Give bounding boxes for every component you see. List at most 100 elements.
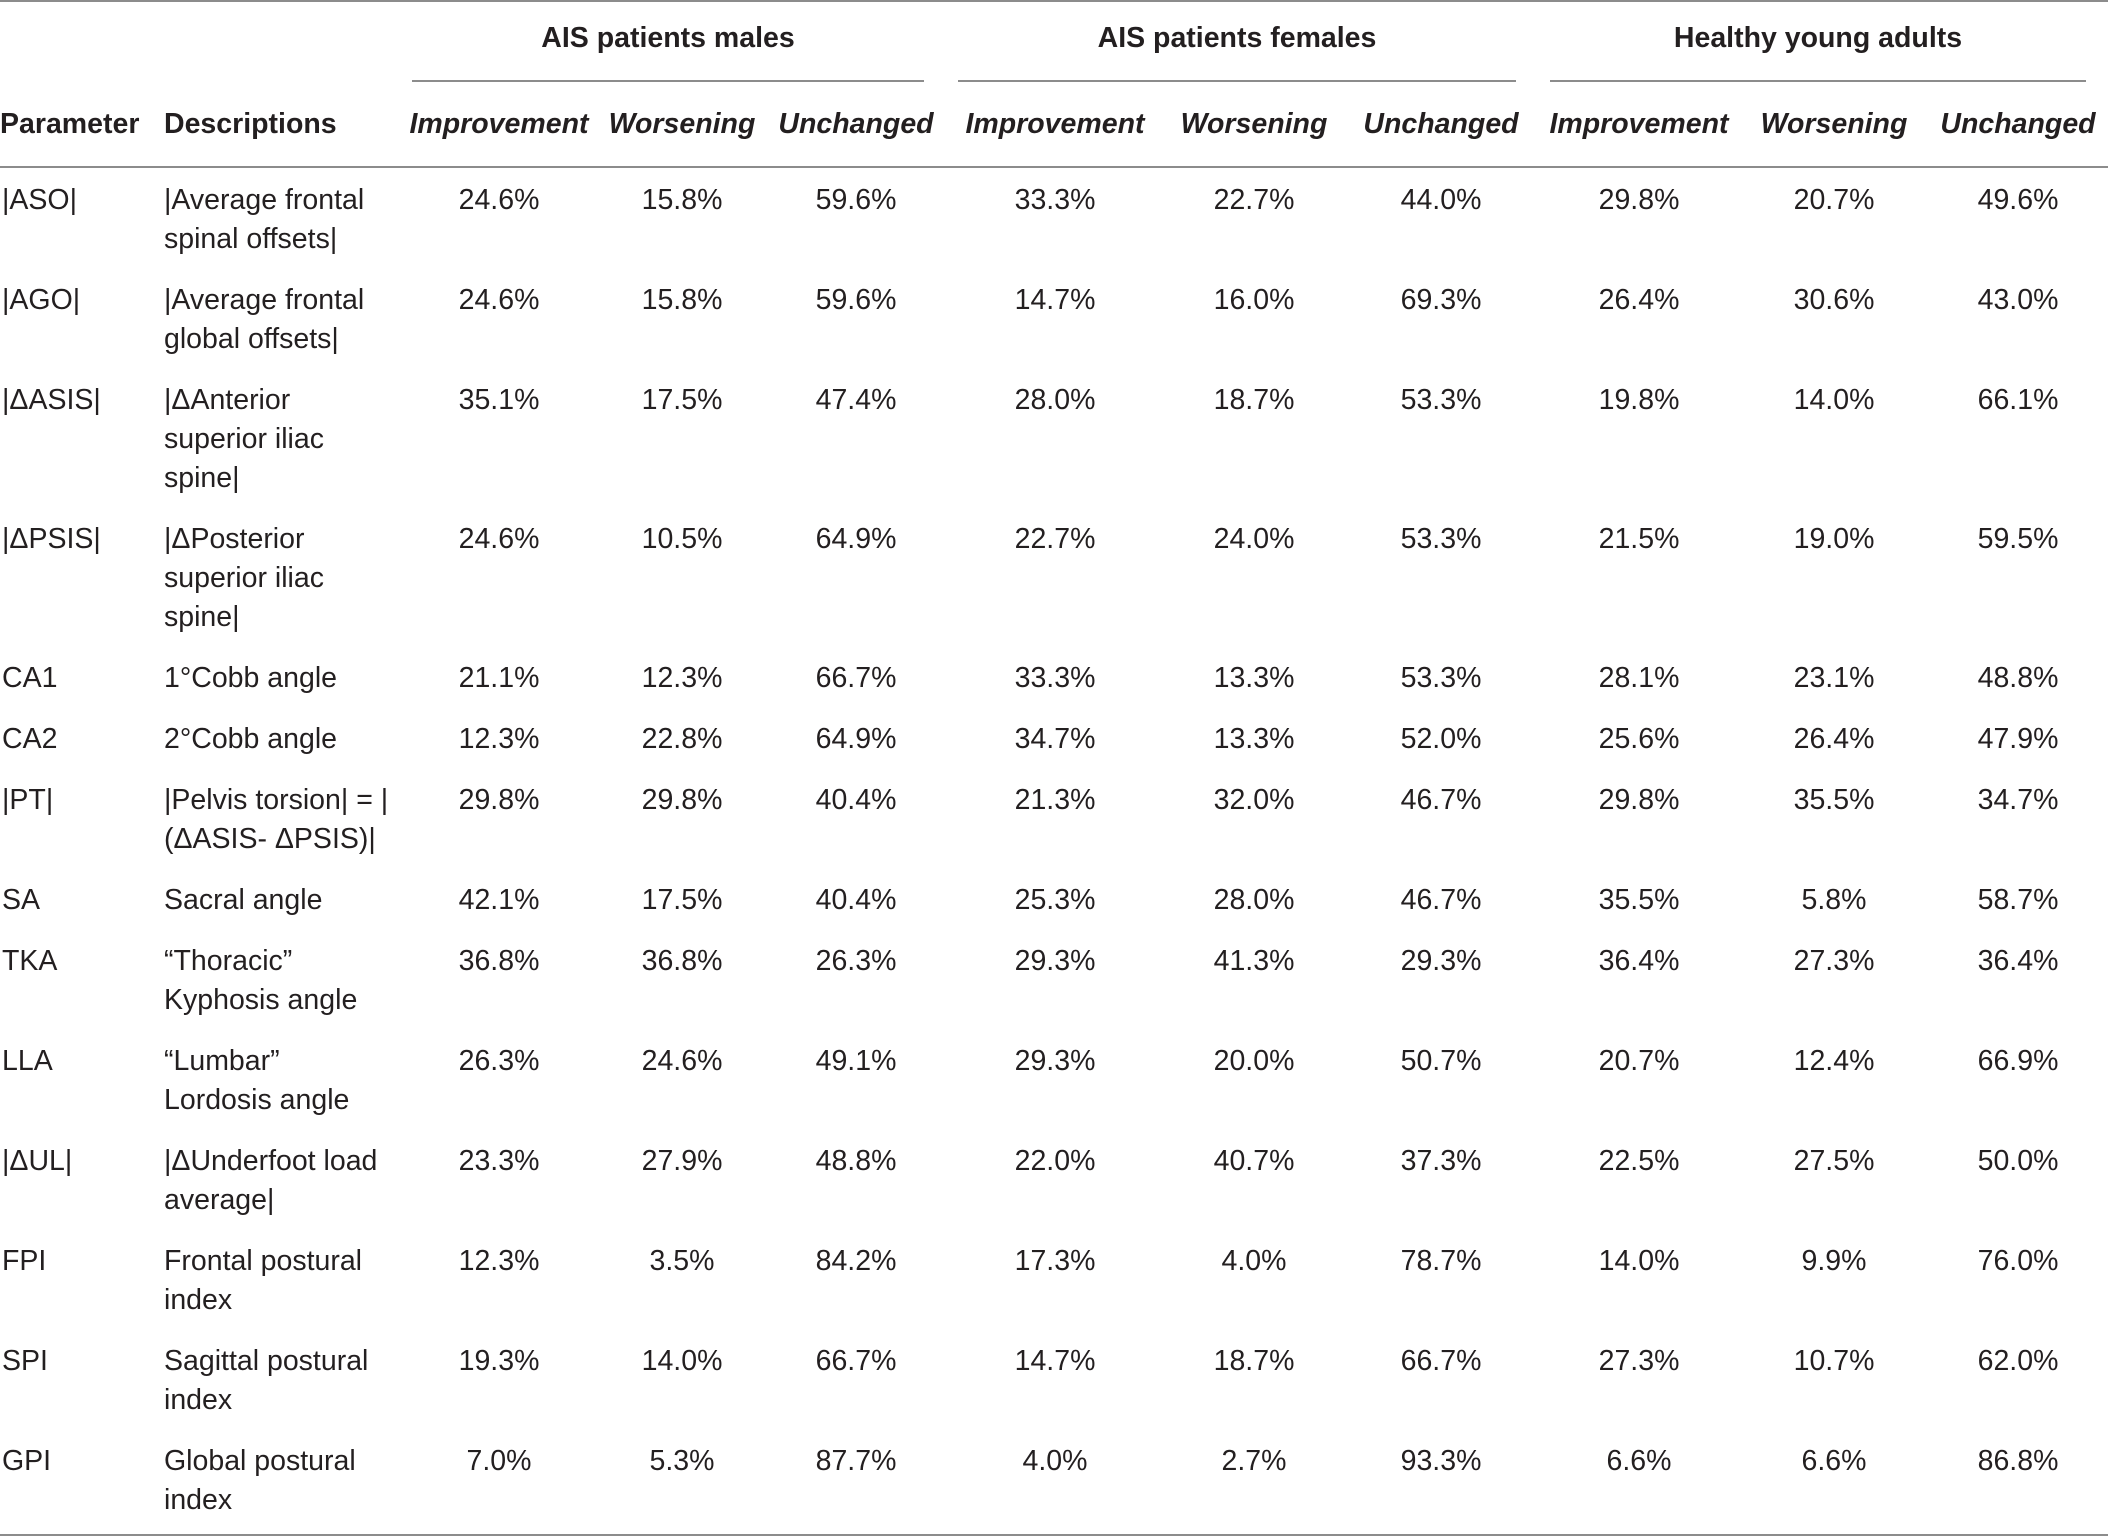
group-header-males: AIS patients males xyxy=(400,2,946,82)
value-cell: 53.3% xyxy=(1400,523,1482,555)
value-cell: 17.3% xyxy=(1014,1245,1096,1277)
value-cell: 27.3% xyxy=(1793,945,1875,977)
table-row: GPI Global postural index 7.0% 5.3% 87.7% 4.0… xyxy=(0,1429,2108,1536)
group-header-healthy: Healthy young adults xyxy=(1538,2,2108,82)
parameter-cell: CA1 xyxy=(2,662,58,694)
value-cell: 44.0% xyxy=(1400,184,1482,216)
value-cell: 21.5% xyxy=(1598,523,1680,555)
value-cell: 24.6% xyxy=(458,284,540,316)
value-cell: 36.8% xyxy=(641,945,723,977)
value-cell: 41.3% xyxy=(1213,945,1295,977)
value-cell: 34.7% xyxy=(1977,784,2059,816)
parameter-cell: |AGO| xyxy=(2,284,81,316)
parameter-cell: FPI xyxy=(2,1245,47,1277)
value-cell: 22.8% xyxy=(641,723,723,755)
value-cell: 66.9% xyxy=(1977,1045,2059,1077)
table-row: |ASO| |Average frontal spinal offsets| 24.… xyxy=(0,167,2108,268)
value-cell: 59.6% xyxy=(815,184,897,216)
value-cell: 26.4% xyxy=(1598,284,1680,316)
value-cell: 37.3% xyxy=(1400,1145,1482,1177)
value-cell: 20.0% xyxy=(1213,1045,1295,1077)
table-row: LLA “Lumbar” Lordosis angle 26.3% 24.6% 49.1… xyxy=(0,1029,2108,1129)
value-cell: 35.1% xyxy=(458,384,540,416)
value-cell: 14.7% xyxy=(1014,1345,1096,1377)
value-cell: 10.5% xyxy=(641,523,723,555)
value-cell: 58.7% xyxy=(1977,884,2059,916)
value-cell: 24.6% xyxy=(458,523,540,555)
parameter-cell: LLA xyxy=(2,1045,53,1077)
value-cell: 20.7% xyxy=(1793,184,1875,216)
description-cell: |ΔPosterior superior iliac spine| xyxy=(164,523,324,633)
value-cell: 25.3% xyxy=(1014,884,1096,916)
value-cell: 14.0% xyxy=(1598,1245,1680,1277)
group-header-females: AIS patients females xyxy=(946,2,1538,82)
descriptions-header: Descriptions xyxy=(164,82,400,168)
value-cell: 20.7% xyxy=(1598,1045,1680,1077)
value-cell: 36.4% xyxy=(1977,945,2059,977)
table-row: |ΔUL| |ΔUnderfoot load average| 23.3% 27.9%… xyxy=(0,1129,2108,1229)
table-row: |PT| |Pelvis torsion| = |(ΔASIS- ΔPSIS)| 2… xyxy=(0,768,2108,868)
value-cell: 29.8% xyxy=(1598,784,1680,816)
value-cell: 66.1% xyxy=(1977,384,2059,416)
value-cell: 6.6% xyxy=(1538,1429,1740,1536)
value-cell: 62.0% xyxy=(1977,1345,2059,1377)
table-row: SA Sacral angle 42.1% 17.5% 40.4% 25.3% 28.0% 4… xyxy=(0,868,2108,929)
value-cell: 49.6% xyxy=(1977,184,2059,216)
table-row: CA1 1°Cobb angle 21.1% 12.3% 66.7% 33.3% 13.3%… xyxy=(0,646,2108,707)
value-cell: 10.7% xyxy=(1793,1345,1875,1377)
parameter-cell: SA xyxy=(2,884,41,916)
value-cell: 12.4% xyxy=(1793,1045,1875,1077)
value-cell: 87.7% xyxy=(766,1429,946,1536)
table-row: CA2 2°Cobb angle 12.3% 22.8% 64.9% 34.7% 13.3%… xyxy=(0,707,2108,768)
value-cell: 28.1% xyxy=(1598,662,1680,694)
subheader-worsening: Worsening xyxy=(598,82,766,168)
value-cell: 47.9% xyxy=(1977,723,2059,755)
description-cell: Frontal postural index xyxy=(164,1245,363,1316)
value-cell: 19.0% xyxy=(1793,523,1875,555)
value-cell: 21.1% xyxy=(458,662,540,694)
value-cell: 66.7% xyxy=(1400,1345,1482,1377)
value-cell: 29.8% xyxy=(641,784,723,816)
subheader-improvement: Improvement xyxy=(400,82,598,168)
value-cell: 40.4% xyxy=(815,884,897,916)
value-cell: 7.0% xyxy=(400,1429,598,1536)
parameter-cell: |ΔPSIS| xyxy=(2,523,101,555)
group-header-row: AIS patients males AIS patients females … xyxy=(0,2,2108,82)
value-cell: 13.3% xyxy=(1213,662,1295,694)
value-cell: 29.3% xyxy=(1014,945,1096,977)
value-cell: 46.7% xyxy=(1400,884,1482,916)
value-cell: 14.0% xyxy=(641,1345,723,1377)
value-cell: 46.7% xyxy=(1400,784,1482,816)
table-body: |ASO| |Average frontal spinal offsets| 24.… xyxy=(0,167,2108,1536)
value-cell: 36.8% xyxy=(458,945,540,977)
value-cell: 14.0% xyxy=(1793,384,1875,416)
value-cell: 64.9% xyxy=(815,723,897,755)
parameter-header: Parameter xyxy=(0,82,164,168)
value-cell: 22.0% xyxy=(1014,1145,1096,1177)
description-cell: “Lumbar” Lordosis angle xyxy=(164,1045,350,1116)
value-cell: 32.0% xyxy=(1213,784,1295,816)
description-cell: |ΔAnterior superior iliac spine| xyxy=(164,384,324,494)
value-cell: 4.0% xyxy=(1221,1245,1287,1277)
subheader-improvement: Improvement xyxy=(1538,82,1740,168)
description-cell: |Average frontal spinal offsets| xyxy=(164,184,365,255)
value-cell: 35.5% xyxy=(1793,784,1875,816)
value-cell: 64.9% xyxy=(815,523,897,555)
value-cell: 48.8% xyxy=(815,1145,897,1177)
value-cell: 43.0% xyxy=(1977,284,2059,316)
value-cell: 3.5% xyxy=(649,1245,715,1277)
value-cell: 27.3% xyxy=(1598,1345,1680,1377)
value-cell: 26.4% xyxy=(1793,723,1875,755)
value-cell: 18.7% xyxy=(1213,384,1295,416)
value-cell: 21.3% xyxy=(1014,784,1096,816)
value-cell: 5.3% xyxy=(598,1429,766,1536)
value-cell: 33.3% xyxy=(1014,184,1096,216)
value-cell: 22.5% xyxy=(1598,1145,1680,1177)
description-cell: 2°Cobb angle xyxy=(164,723,338,755)
table-row: TKA “Thoracic” Kyphosis angle 36.8% 36.8% 26… xyxy=(0,929,2108,1029)
value-cell: 48.8% xyxy=(1977,662,2059,694)
value-cell: 24.6% xyxy=(458,184,540,216)
value-cell: 24.6% xyxy=(641,1045,723,1077)
value-cell: 14.7% xyxy=(1014,284,1096,316)
